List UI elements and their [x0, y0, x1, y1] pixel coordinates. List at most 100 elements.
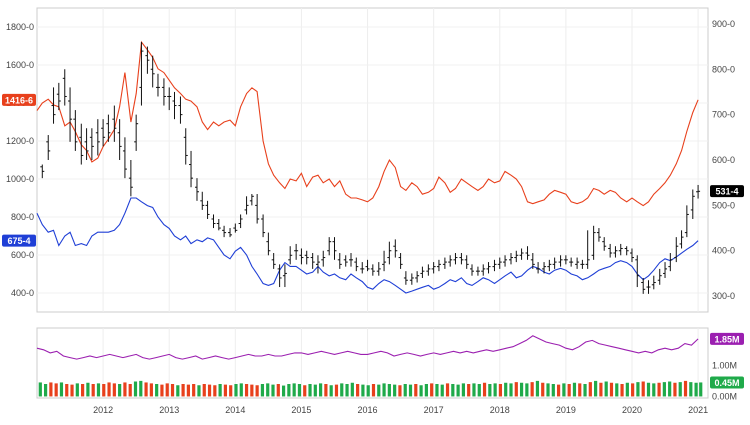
volume-bar	[430, 383, 434, 397]
volume-bar	[488, 384, 492, 397]
left-axis-tick-label: 1800-0	[6, 22, 34, 32]
left-axis-tick-label: 1600-0	[6, 60, 34, 70]
volume-bar	[631, 383, 635, 397]
volume-bar	[86, 382, 90, 397]
series-line-open_interest_volume_line	[36, 335, 699, 360]
volume-bar	[38, 382, 42, 397]
volume-bar	[133, 381, 138, 397]
volume-bar	[81, 384, 85, 397]
volume-bar	[689, 382, 693, 397]
value-tag: 1416-6	[2, 93, 36, 106]
volume-bar	[65, 384, 69, 397]
volume-bar	[377, 384, 381, 397]
volume-bar	[186, 384, 190, 397]
volume-bar	[530, 382, 534, 397]
volume-bar	[509, 383, 513, 397]
volume-bar	[567, 384, 571, 397]
volume-bar	[70, 384, 74, 397]
left-axis-tick-label: 600-0	[11, 250, 34, 260]
value-tag-label: 1416-6	[5, 95, 33, 105]
main-panel-frame	[36, 7, 709, 313]
volume-bar	[181, 384, 185, 397]
volume-bar	[366, 385, 370, 397]
volume-bar	[102, 384, 106, 397]
left-axis-tick-label: 1200-0	[6, 136, 34, 146]
volume-bar	[213, 385, 217, 397]
volume-bar	[75, 383, 79, 397]
volume-bar	[662, 382, 666, 397]
volume-bar	[668, 381, 672, 397]
x-tick-label: 2014	[225, 405, 245, 415]
volume-bar	[271, 384, 275, 397]
volume-bar	[128, 384, 132, 397]
right-axis-tick-label: 500-0	[712, 200, 735, 210]
volume-bar	[482, 382, 487, 397]
x-tick-label: 2020	[622, 405, 642, 415]
volume-bar	[393, 384, 397, 397]
volume-bar	[303, 385, 307, 397]
volume-bar	[652, 383, 656, 397]
volume-bar	[562, 383, 566, 397]
volume-bar	[297, 384, 302, 397]
volume-bar	[244, 384, 249, 397]
volume-bar	[588, 382, 592, 397]
volume-bar	[313, 384, 317, 397]
volume-bar	[266, 383, 270, 397]
volume-bar	[170, 384, 175, 397]
right-axis-tick-label: 300-0	[712, 291, 735, 301]
volume-bar	[424, 384, 428, 397]
volume-bar	[398, 385, 402, 397]
right-axis-tick-label: 800-0	[712, 64, 735, 74]
right-axis-tick-label: 400-0	[712, 246, 735, 256]
volume-bar	[308, 384, 312, 397]
volume-bar	[641, 381, 645, 397]
value-tag: 675-4	[2, 234, 36, 247]
x-tick-label: 2012	[93, 405, 113, 415]
volume-panel-frame	[36, 327, 709, 399]
volume-bar	[699, 382, 703, 397]
volume-bar	[583, 384, 587, 397]
volume-bar	[144, 382, 148, 397]
volume-bar	[609, 382, 614, 397]
volume-bar	[250, 384, 254, 397]
volume-bar	[165, 383, 169, 397]
volume-bar	[123, 382, 127, 397]
volume-bar	[107, 382, 111, 397]
volume-bar	[276, 384, 280, 397]
volume-bar	[594, 380, 598, 397]
value-tag-label: 0.45M	[714, 378, 739, 388]
volume-bar	[535, 380, 540, 397]
series-line-commercials	[36, 197, 699, 294]
value-tag-bg	[710, 332, 744, 345]
volume-bar	[287, 384, 291, 397]
volume-bar	[155, 384, 159, 397]
volume-bar	[683, 380, 688, 397]
x-tick-label: 2021	[688, 405, 708, 415]
volume-bar	[678, 382, 682, 397]
volume-bar	[361, 384, 365, 397]
volume-bar	[477, 384, 481, 397]
volume-bar	[620, 384, 624, 397]
volume-bar	[387, 384, 391, 397]
volume-bar	[472, 383, 476, 397]
volume-bar	[498, 384, 503, 397]
volume-bar	[329, 385, 333, 397]
volume-bar	[519, 382, 524, 397]
volume-bar	[59, 382, 64, 397]
volume-bar	[350, 382, 354, 397]
volume-bar	[440, 384, 444, 397]
volume-bar	[572, 382, 577, 397]
value-tag-label: 675-4	[7, 236, 30, 246]
volume-bar	[345, 384, 349, 397]
volume-bar	[160, 384, 164, 397]
volume-bar	[646, 382, 651, 397]
value-tag-bg	[710, 376, 744, 389]
volume-bar	[382, 383, 386, 397]
x-tick-label: 2018	[490, 405, 510, 415]
volume-bar	[451, 384, 455, 397]
volume-bar	[625, 382, 629, 397]
volume-bar	[467, 384, 471, 397]
volume-bar	[176, 385, 180, 397]
right-axis-tick-label: 700-0	[712, 110, 735, 120]
